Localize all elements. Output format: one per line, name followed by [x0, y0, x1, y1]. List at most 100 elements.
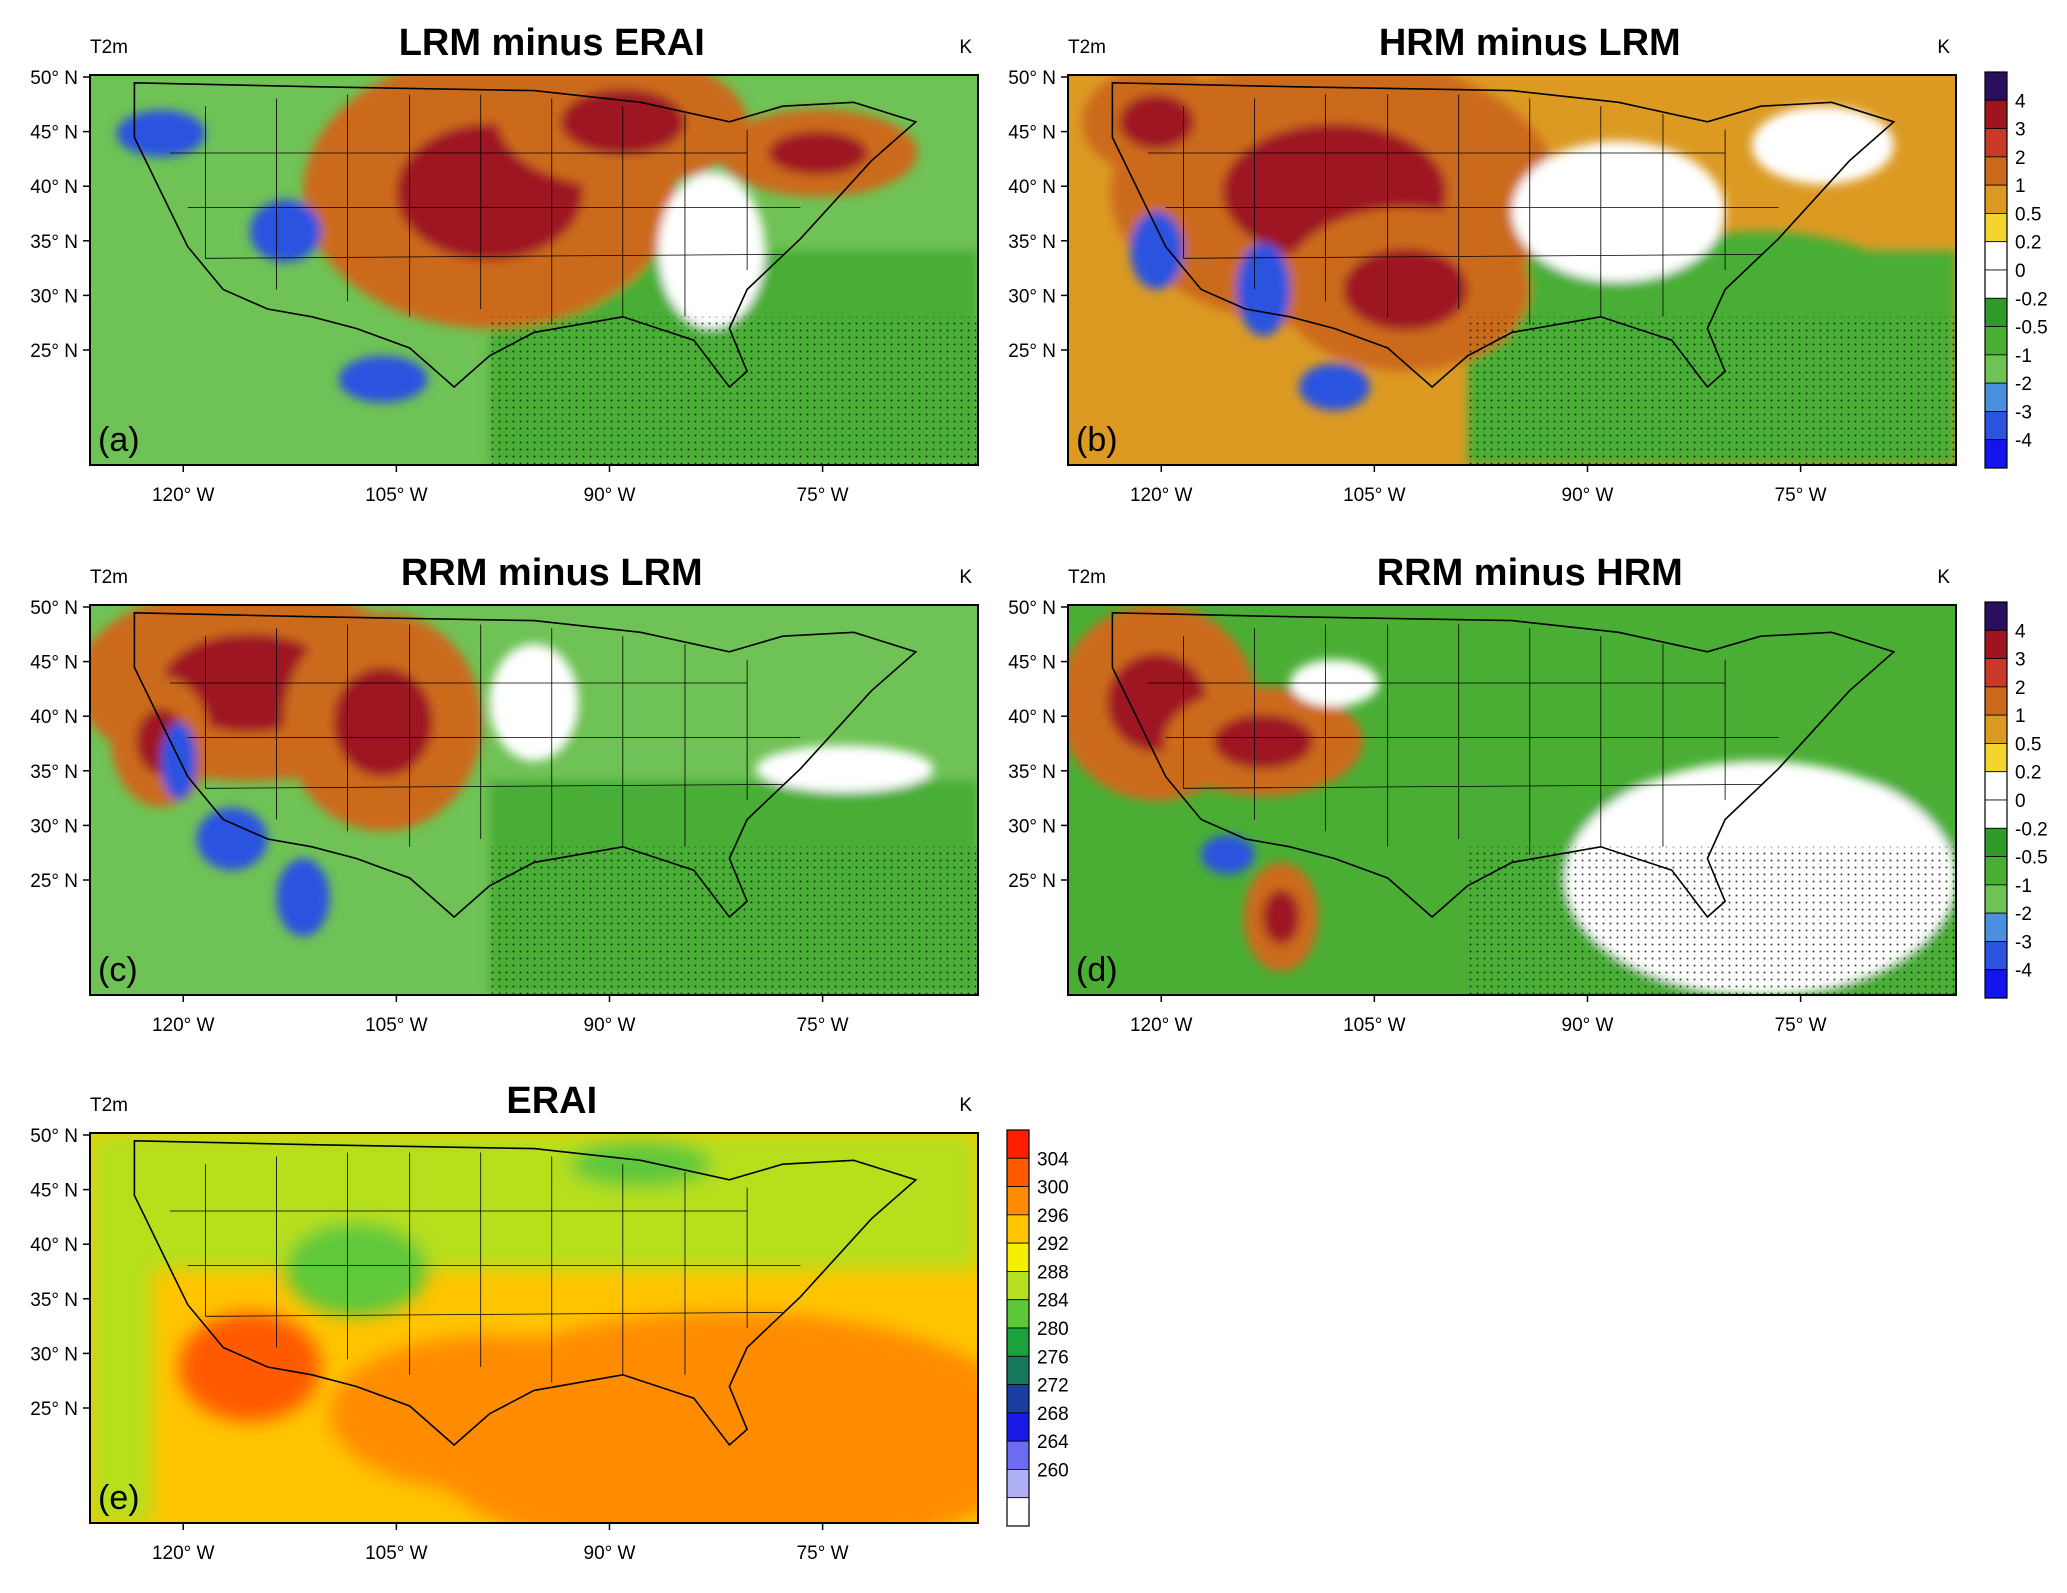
colorbar-label: 292 — [1037, 1234, 1069, 1255]
panel-a: 50° N 45° N 40° N 35° N 30° N 25° N 120° W 105°… — [30, 22, 979, 506]
lat-tick-label: 30° N — [1008, 286, 1056, 307]
colorbar-diff-bottom: 4 3 2 1 0.5 0.2 0 -0.2 -0.5 -1 -2 -3 -4 — [1984, 601, 2048, 999]
colorbar-swatch — [1006, 1497, 1030, 1527]
colorbar-label: 280 — [1037, 1319, 1069, 1340]
colorbar-swatch — [1984, 601, 2008, 631]
lat-tick-label: 35° N — [30, 232, 78, 253]
colorbar-swatch — [1006, 1242, 1030, 1272]
lon-tick-label: 120° W — [152, 485, 215, 506]
panel-d: 50° N 45° N 40° N 35° N 30° N 25° N 120° W 105°… — [1008, 552, 1957, 1036]
frame-e — [89, 1132, 979, 1524]
colorbar-label: 0.5 — [2015, 204, 2041, 225]
panel-label: (a) — [98, 421, 140, 459]
colorbar-swatch — [1984, 382, 2008, 412]
colorbar-swatch — [1984, 941, 2008, 971]
field-c — [90, 605, 978, 995]
colorbar-swatch — [1006, 1384, 1030, 1414]
colorbar-swatch — [1984, 686, 2008, 716]
lon-tick-label: 75° W — [1775, 485, 1827, 506]
panel-e: 50° N 45° N 40° N 35° N 30° N 25° N 120° W 105°… — [30, 1080, 979, 1564]
lat-tick-label: 45° N — [1008, 123, 1056, 144]
colorbar-swatch — [1984, 354, 2008, 384]
colorbar-label: -0.5 — [2015, 318, 2048, 339]
colorbar-label: 284 — [1037, 1291, 1069, 1312]
colorbar-swatch — [1006, 1129, 1030, 1159]
colorbar-label: 4 — [2015, 621, 2026, 642]
field-e — [90, 1133, 978, 1523]
colorbar-label: -4 — [2015, 961, 2032, 982]
lon-tick-label: 105° W — [365, 1015, 428, 1036]
coastlines-e — [133, 1139, 918, 1447]
colorbar-label: 3 — [2015, 650, 2026, 671]
colorbar-swatch — [1006, 1186, 1030, 1216]
lat-tick-label: 40° N — [30, 707, 78, 728]
lat-tick-label: 35° N — [1008, 762, 1056, 783]
colorbar-swatch — [1006, 1327, 1030, 1357]
colorbar-label: 264 — [1037, 1432, 1069, 1453]
colorbar-swatch — [1984, 629, 2008, 659]
lat-tick-label: 45° N — [30, 653, 78, 674]
colorbar-swatch — [1006, 1214, 1030, 1244]
colorbar-swatch — [1984, 912, 2008, 942]
colorbar-label: 0.2 — [2015, 763, 2041, 784]
colorbar-swatch — [1006, 1271, 1030, 1301]
lat-tick-label: 25° N — [30, 871, 78, 892]
panel-label: (b) — [1076, 421, 1118, 459]
lon-tick-label: 105° W — [1343, 1015, 1406, 1036]
variable-label: T2m — [90, 37, 128, 58]
colorbar-label: 1 — [2015, 706, 2026, 727]
lon-tick-label: 75° W — [797, 1015, 849, 1036]
colorbar-swatch — [1984, 241, 2008, 271]
lon-tick-label: 120° W — [1130, 1015, 1193, 1036]
panel-label: (c) — [98, 951, 138, 989]
colorbar-label: -0.2 — [2015, 289, 2048, 310]
colorbar-label: 2 — [2015, 678, 2026, 699]
lat-tick-label: 40° N — [30, 177, 78, 198]
lat-tick-label: 40° N — [1008, 707, 1056, 728]
colorbar-swatch — [1006, 1469, 1030, 1499]
panel-label: (e) — [98, 1479, 140, 1517]
panel-c: 50° N 45° N 40° N 35° N 30° N 25° N 120° W 105°… — [30, 552, 979, 1036]
lon-tick-label: 75° W — [797, 1543, 849, 1564]
coastlines-c — [133, 611, 918, 919]
panel-title: RRM minus LRM — [401, 552, 703, 594]
lat-tick-label: 50° N — [30, 68, 78, 89]
lon-tick-label: 90° W — [1562, 485, 1614, 506]
colorbar-label: 272 — [1037, 1376, 1069, 1397]
colorbar-swatch — [1984, 771, 2008, 801]
colorbar-abs: 304 300 296 292 288 284 280 276 272 268 264 260 — [1006, 1129, 1069, 1527]
colorbar-label: 304 — [1037, 1149, 1069, 1170]
units-label: K — [1937, 567, 1950, 588]
lat-tick-label: 50° N — [1008, 598, 1056, 619]
colorbar-label: 2 — [2015, 148, 2026, 169]
lat-tick-label: 35° N — [1008, 232, 1056, 253]
lat-tick-label: 35° N — [30, 1290, 78, 1311]
lat-tick-label: 40° N — [1008, 177, 1056, 198]
colorbar-label: 0 — [2015, 791, 2026, 812]
colorbar-swatch — [1984, 269, 2008, 299]
frame-c — [89, 604, 979, 996]
colorbar-label: -2 — [2015, 904, 2032, 925]
lon-tick-label: 105° W — [365, 1543, 428, 1564]
variable-label: T2m — [1068, 37, 1106, 58]
panel-title: HRM minus LRM — [1379, 22, 1681, 64]
lat-tick-label: 30° N — [30, 1344, 78, 1365]
colorbar-diff-top: 4 3 2 1 0.5 0.2 0 -0.2 -0.5 -1 -2 -3 -4 — [1984, 71, 2048, 469]
colorbar-label: 4 — [2015, 91, 2026, 112]
lon-tick-label: 90° W — [584, 1543, 636, 1564]
lat-tick-label: 50° N — [30, 598, 78, 619]
variable-label: T2m — [90, 567, 128, 588]
lon-tick-label: 105° W — [1343, 485, 1406, 506]
variable-label: T2m — [90, 1095, 128, 1116]
lon-tick-label: 90° W — [584, 1015, 636, 1036]
colorbar-swatch — [1984, 658, 2008, 688]
coastlines-d — [1111, 611, 1896, 919]
colorbar-label: 296 — [1037, 1206, 1069, 1227]
colorbar-swatch — [1984, 326, 2008, 356]
field-d — [1068, 605, 1956, 995]
colorbar-swatch — [1984, 884, 2008, 914]
colorbar-label: -0.2 — [2015, 819, 2048, 840]
lat-tick-label: 25° N — [30, 341, 78, 362]
lon-tick-label: 120° W — [152, 1543, 215, 1564]
